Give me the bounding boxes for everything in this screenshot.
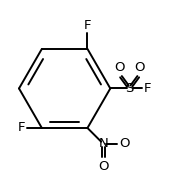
Text: N: N xyxy=(98,137,108,150)
Text: O: O xyxy=(134,61,145,74)
Text: O: O xyxy=(119,137,130,150)
Text: S: S xyxy=(125,82,134,95)
Text: O: O xyxy=(115,61,125,74)
Text: F: F xyxy=(144,82,151,95)
Text: O: O xyxy=(98,160,108,173)
Text: F: F xyxy=(18,121,25,135)
Text: F: F xyxy=(84,19,91,32)
